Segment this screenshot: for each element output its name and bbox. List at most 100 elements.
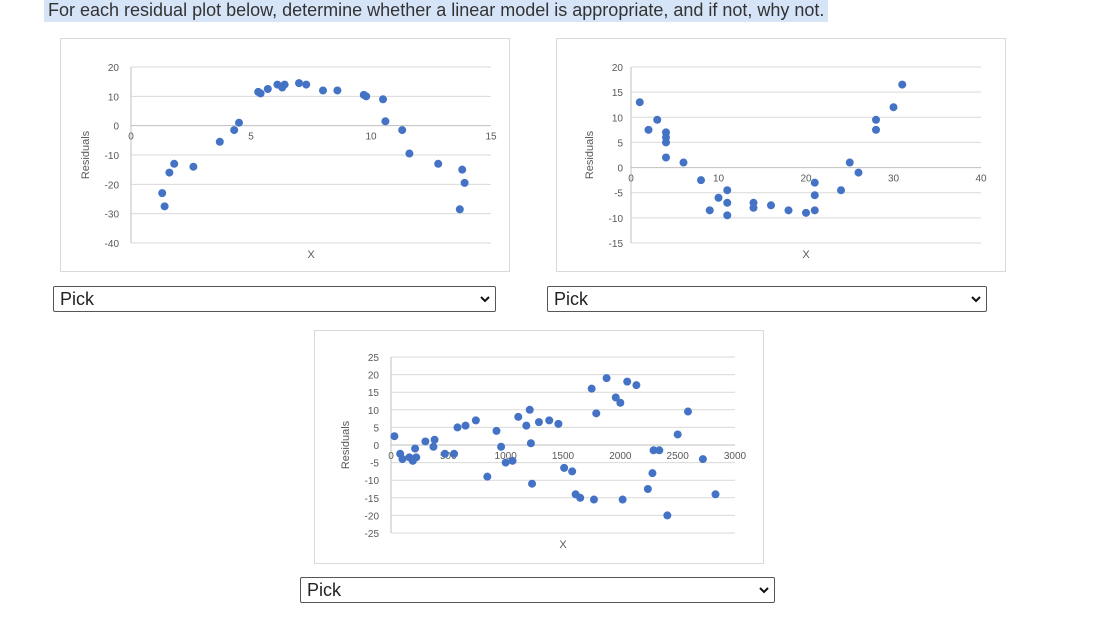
data-point	[889, 103, 898, 112]
y-tick-label: 0	[373, 441, 379, 452]
y-tick-label: 20	[108, 63, 120, 74]
data-point	[723, 198, 732, 207]
data-point	[623, 377, 632, 386]
residual-plot-1-svg: -40 -30 -20 -10 0 10 20 0 5 10 15 X Residuals	[80, 63, 497, 261]
y-tick-label: 10	[368, 406, 380, 417]
answer-select-1-value: Pick	[60, 289, 95, 309]
data-point	[705, 206, 714, 215]
y-tick-label: 0	[113, 122, 119, 133]
data-point	[655, 446, 664, 455]
data-point	[697, 176, 705, 185]
data-point	[635, 98, 644, 107]
data-point	[872, 115, 880, 124]
data-point	[618, 495, 627, 504]
data-point	[526, 439, 535, 448]
data-point	[379, 95, 387, 104]
data-point	[302, 80, 311, 89]
chevron-down-icon	[480, 296, 490, 303]
data-point	[802, 208, 810, 217]
data-point	[872, 125, 880, 134]
data-point	[381, 117, 390, 126]
data-point	[898, 80, 907, 89]
residual-plot-3-svg: -25 -20 -15 -10 -5 0 5 10 15 20 25 0 500 1000 1500 2000…	[340, 353, 747, 551]
data-point	[165, 168, 174, 177]
data-point	[528, 479, 537, 488]
data-point	[698, 455, 707, 464]
data-point	[295, 79, 303, 88]
data-point	[460, 178, 469, 187]
data-point	[189, 162, 198, 171]
data-point	[421, 437, 430, 446]
data-point	[398, 126, 407, 135]
data-point	[545, 416, 554, 425]
y-tick-label: 10	[612, 113, 624, 124]
data-point	[602, 374, 611, 383]
data-point	[411, 444, 420, 453]
data-point	[461, 421, 470, 430]
y-tick-label: -5	[614, 189, 623, 200]
y-tick-label: 20	[612, 63, 624, 74]
data-point	[256, 89, 265, 98]
x-tick-label: 10	[365, 132, 377, 143]
data-point	[525, 405, 534, 414]
answer-select-1[interactable]: Pick	[53, 286, 496, 312]
data-point	[784, 206, 793, 215]
y-tick-label: 0	[617, 164, 623, 175]
data-point	[663, 511, 672, 520]
data-point	[522, 421, 531, 430]
data-point	[508, 456, 517, 465]
x-axis-title: X	[802, 249, 810, 261]
data-point	[749, 203, 758, 212]
answer-select-3-value: Pick	[307, 580, 342, 600]
answer-select-2[interactable]: Pick	[547, 286, 987, 312]
answer-select-3[interactable]: Pick	[300, 577, 775, 603]
x-tick-label: 2500	[667, 451, 690, 462]
y-tick-label: -30	[105, 210, 120, 221]
x-tick-label: 1000	[495, 451, 518, 462]
data-point	[263, 85, 272, 93]
data-point	[560, 463, 569, 472]
data-point	[362, 92, 371, 101]
y-tick-label: -15	[365, 494, 380, 505]
data-point	[649, 446, 658, 455]
data-point	[501, 458, 510, 467]
x-axis-title: X	[559, 539, 567, 551]
data-point	[576, 493, 585, 502]
data-point	[319, 86, 327, 95]
data-point	[398, 455, 407, 464]
data-point	[430, 435, 439, 444]
data-point	[653, 115, 662, 124]
data-point	[587, 384, 596, 393]
data-point	[160, 202, 169, 211]
data-point	[235, 118, 243, 127]
data-point	[453, 423, 462, 432]
y-tick-label: -40	[105, 239, 120, 250]
chevron-down-icon	[971, 296, 981, 303]
x-tick-label: 500	[440, 451, 457, 462]
data-point	[429, 442, 438, 451]
y-tick-label: -20	[365, 511, 380, 522]
data-point	[450, 449, 459, 458]
data-point	[215, 137, 224, 146]
x-tick-label: 15	[485, 132, 497, 143]
y-tick-label: -5	[370, 459, 379, 470]
question-prompt: For each residual plot below, determine …	[44, 0, 829, 22]
data-point	[280, 80, 289, 89]
data-point	[514, 412, 523, 421]
data-point	[333, 86, 342, 95]
residual-plot-3: -25 -20 -15 -10 -5 0 5 10 15 20 25 0 500 1000 1500 2000…	[314, 330, 764, 564]
data-point	[679, 158, 688, 167]
residual-plot-2: -15 -10 -5 0 5 10 15 20 0 10 20 30 40 X Residuals	[556, 38, 1006, 272]
y-tick-label: 10	[108, 92, 120, 103]
y-tick-label: 5	[617, 138, 623, 149]
data-point	[492, 426, 501, 435]
data-point	[158, 189, 167, 198]
data-point	[767, 201, 775, 210]
x-axis-title: X	[307, 249, 315, 261]
y-tick-label: 25	[368, 353, 380, 364]
data-point	[390, 432, 399, 441]
data-point	[471, 416, 480, 425]
data-point	[589, 495, 598, 504]
x-tick-label: 0	[628, 174, 634, 185]
data-point	[810, 191, 819, 200]
